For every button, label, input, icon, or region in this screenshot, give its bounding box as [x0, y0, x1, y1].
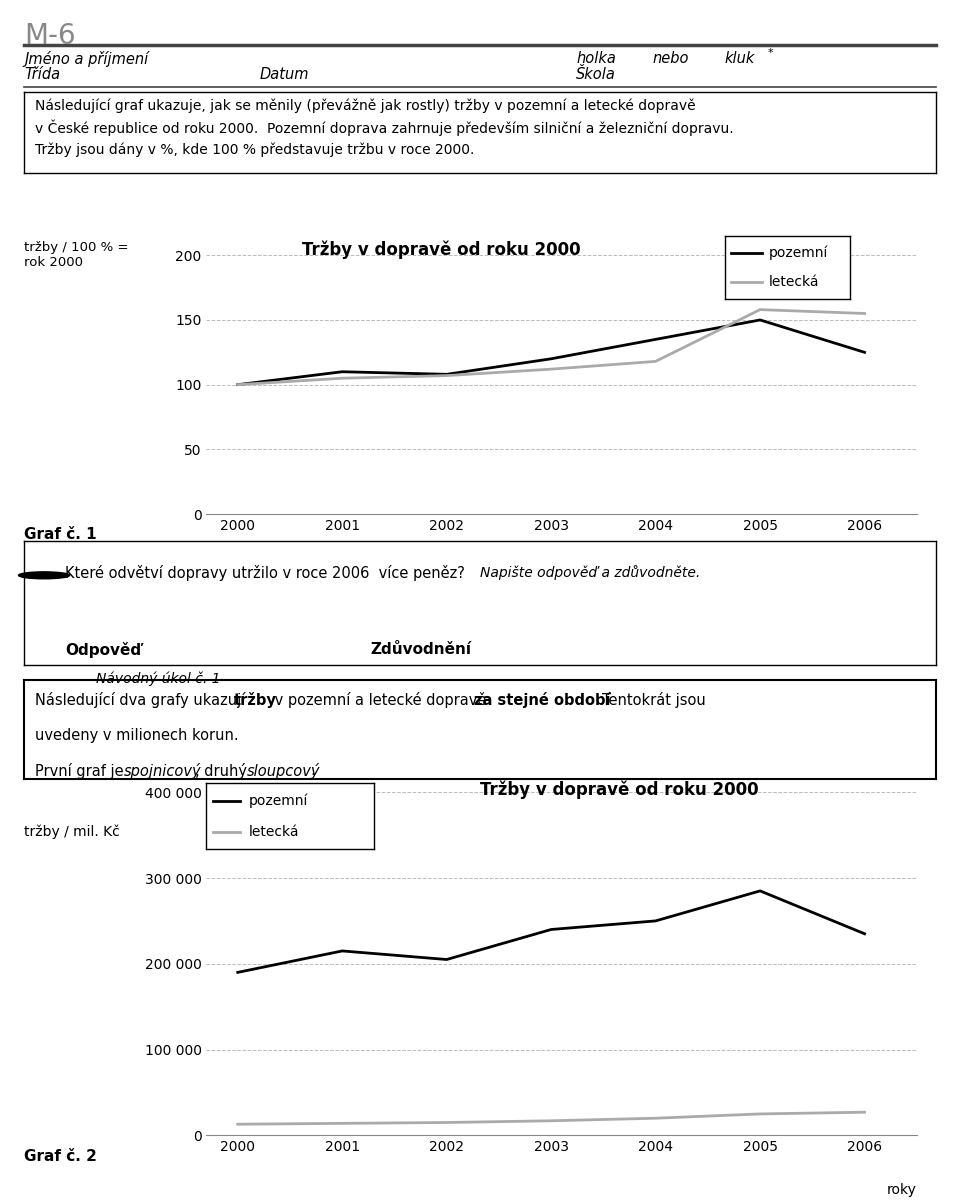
Text: tržby / 100 % =: tržby / 100 % =: [24, 241, 129, 254]
Text: Třída: Třída: [24, 67, 60, 82]
Text: Graf č. 1: Graf č. 1: [24, 527, 97, 542]
Text: Následující graf ukazuje, jak se měnily (převážně jak rostly) tržby v pozemní a : Následující graf ukazuje, jak se měnily …: [35, 98, 733, 158]
Text: Napište odpověď a zdůvodněte.: Napište odpověď a zdůvodněte.: [480, 566, 700, 580]
Text: Odpověď: Odpověď: [65, 642, 141, 659]
Text: Graf č. 2: Graf č. 2: [24, 1149, 97, 1163]
Text: sloupcový: sloupcový: [247, 763, 320, 779]
Text: .: .: [310, 763, 315, 778]
Text: Tržby v dopravě od roku 2000: Tržby v dopravě od roku 2000: [480, 780, 758, 798]
Text: M-6: M-6: [24, 22, 76, 49]
Text: roky: roky: [887, 1182, 917, 1197]
Text: holka: holka: [576, 51, 616, 65]
Text: Následující dva grafy ukazují: Následující dva grafy ukazují: [35, 692, 250, 708]
Text: Návodný úkol č. 1: Návodný úkol č. 1: [96, 672, 221, 686]
Circle shape: [18, 572, 69, 579]
Text: pozemní: pozemní: [249, 793, 308, 808]
Text: rok 2000: rok 2000: [24, 256, 83, 270]
Text: .  Tentokrát jsou: . Tentokrát jsou: [588, 692, 706, 708]
Text: pozemní: pozemní: [768, 246, 828, 260]
Text: kluk: kluk: [725, 51, 756, 65]
Text: Datum: Datum: [259, 67, 309, 82]
Text: roky: roky: [887, 550, 917, 565]
Text: letecká: letecká: [768, 275, 819, 289]
Text: Tržby v dopravě od roku 2000: Tržby v dopravě od roku 2000: [302, 241, 581, 259]
Text: Škola: Škola: [576, 67, 616, 82]
Text: Zdůvodnění: Zdůvodnění: [371, 642, 471, 657]
Text: První graf je: První graf je: [35, 763, 129, 779]
Text: , druhý: , druhý: [195, 763, 252, 779]
Text: uvedeny v milionech korun.: uvedeny v milionech korun.: [35, 727, 239, 743]
Text: Které odvětví dopravy utržilo v roce 2006  více peněz?: Které odvětví dopravy utržilo v roce 200…: [65, 566, 465, 582]
Text: tržby / mil. Kč: tržby / mil. Kč: [24, 825, 120, 839]
Text: *: *: [768, 48, 774, 58]
Text: spojnicový: spojnicový: [124, 763, 201, 779]
Text: za stejné období: za stejné období: [473, 692, 611, 708]
Text: letecká: letecká: [249, 825, 299, 839]
Text: v pozemní a letecké dopravě: v pozemní a letecké dopravě: [271, 692, 492, 708]
Text: Jméno a příjmení: Jméno a příjmení: [24, 51, 148, 66]
Text: nebo: nebo: [653, 51, 689, 65]
Text: tržby: tržby: [234, 692, 276, 708]
